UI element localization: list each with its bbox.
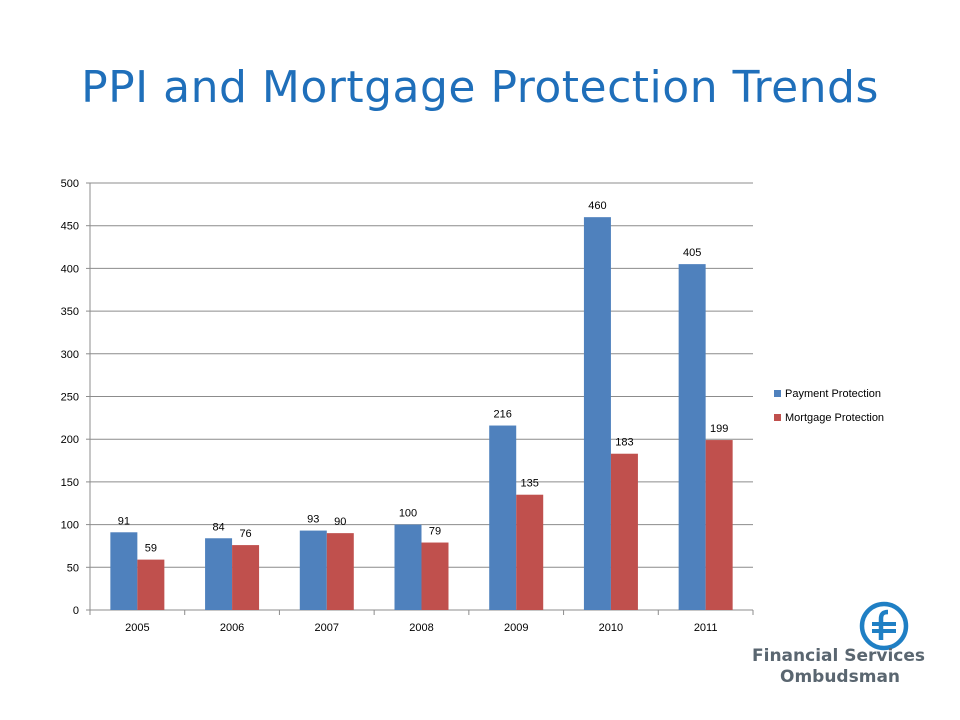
bar-mortgage-protection [516, 494, 544, 610]
data-label: 216 [494, 409, 512, 421]
y-tick-label: 50 [67, 562, 79, 574]
data-label: 100 [399, 508, 417, 520]
data-label: 199 [710, 423, 728, 435]
y-tick-label: 350 [61, 306, 79, 318]
y-tick-label: 150 [61, 477, 79, 489]
bar-mortgage-protection [137, 559, 165, 610]
bar-mortgage-protection [610, 453, 638, 610]
data-label: 76 [239, 528, 251, 540]
data-label: 135 [521, 478, 539, 490]
bar-payment-protection [678, 264, 706, 610]
bar-payment-protection [110, 532, 138, 610]
y-tick-label: 100 [61, 520, 79, 532]
y-tick-label: 450 [61, 221, 79, 233]
x-tick-label: 2007 [315, 622, 339, 634]
legend-swatch [774, 390, 781, 397]
bar-mortgage-protection [421, 542, 449, 610]
legend-label: Payment Protection [785, 388, 881, 400]
x-tick-label: 2008 [409, 622, 433, 634]
y-tick-label: 500 [61, 178, 79, 190]
data-label: 90 [334, 516, 346, 528]
bar-mortgage-protection [232, 545, 260, 610]
data-label: 93 [307, 514, 319, 526]
bars [110, 217, 733, 610]
data-label: 59 [145, 543, 157, 555]
x-tick-label: 2005 [125, 622, 149, 634]
legend-label: Mortgage Protection [785, 412, 884, 424]
y-tick-label: 200 [61, 434, 79, 446]
logo-line-1: Financial Services [752, 646, 926, 666]
bar-payment-protection [299, 530, 327, 610]
bar-payment-protection [583, 217, 611, 610]
axes: 0 50 100 150 200 250 300 350 400 450 500 2005 2006 20… [61, 178, 754, 634]
slide-title: PPI and Mortgage Protection Trends [81, 62, 879, 113]
logo-line-2: Ombudsman [780, 667, 901, 687]
data-label: 405 [683, 247, 701, 259]
y-tick-label: 0 [73, 605, 79, 617]
data-label: 183 [615, 437, 633, 449]
fso-logo: Financial Services Ombudsman [750, 600, 925, 690]
bar-mortgage-protection [326, 533, 354, 610]
fso-logo-mark-icon [859, 601, 909, 651]
y-tick-label: 300 [61, 349, 79, 361]
x-tick-label: 2010 [599, 622, 623, 634]
legend-swatch [774, 414, 781, 421]
bar-payment-protection [205, 538, 233, 610]
data-label: 460 [588, 200, 606, 212]
data-label: 84 [212, 521, 224, 533]
y-tick-label: 400 [61, 263, 79, 275]
data-label: 91 [118, 515, 130, 527]
x-tick-label: 2011 [694, 622, 718, 634]
y-tick-label: 250 [61, 392, 79, 404]
data-label: 79 [429, 526, 441, 538]
legend: Payment Protection Mortgage Protection [774, 388, 884, 424]
bar-payment-protection [394, 524, 422, 610]
bar-payment-protection [489, 425, 517, 610]
bar-mortgage-protection [705, 440, 733, 610]
x-tick-label: 2006 [220, 622, 244, 634]
x-tick-label: 2009 [504, 622, 528, 634]
data-labels: 91 84 93 100 216 460 405 59 76 90 79 135 183 199 [118, 200, 729, 554]
